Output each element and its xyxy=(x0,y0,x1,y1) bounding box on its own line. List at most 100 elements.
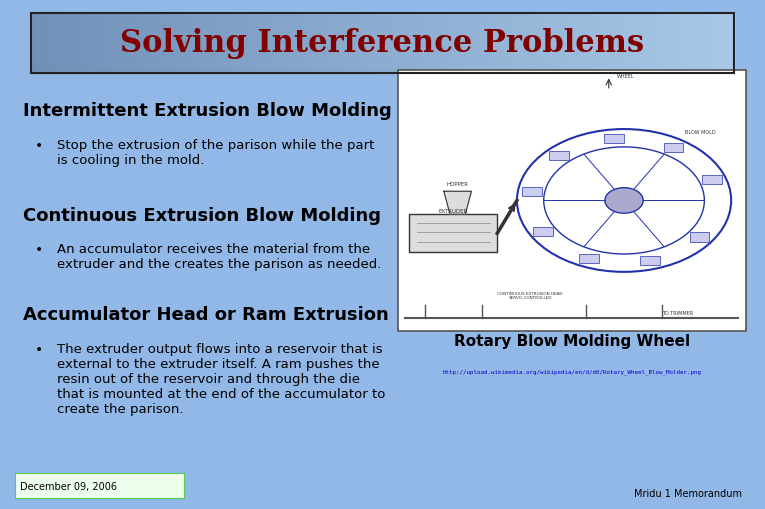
Bar xyxy=(284,14,288,74)
Bar xyxy=(298,14,302,74)
Bar xyxy=(576,14,581,74)
Bar xyxy=(330,14,334,74)
Bar xyxy=(400,14,405,74)
Bar xyxy=(354,14,359,74)
Bar xyxy=(119,14,123,74)
Bar xyxy=(516,14,520,74)
Bar xyxy=(238,14,243,74)
Bar xyxy=(87,14,91,74)
Bar xyxy=(164,14,168,74)
Text: HOPPER: HOPPER xyxy=(447,182,469,187)
Bar xyxy=(372,14,376,74)
Bar xyxy=(562,14,566,74)
Bar xyxy=(653,14,658,74)
Text: An accumulator receives the material from the
extruder and the creates the paris: An accumulator receives the material fro… xyxy=(57,243,382,271)
Bar xyxy=(664,14,669,74)
Bar xyxy=(425,14,429,74)
Bar xyxy=(640,14,643,74)
Bar xyxy=(590,14,594,74)
Bar xyxy=(663,144,683,153)
Bar xyxy=(530,14,535,74)
Bar xyxy=(409,215,497,253)
Bar xyxy=(105,14,109,74)
Bar xyxy=(382,14,387,74)
Bar xyxy=(295,14,299,74)
Bar xyxy=(340,14,344,74)
Text: WHEEL: WHEEL xyxy=(617,74,634,79)
Bar xyxy=(15,473,184,498)
Bar xyxy=(266,14,271,74)
Bar xyxy=(305,14,309,74)
Bar xyxy=(481,14,485,74)
Bar xyxy=(217,14,221,74)
Bar xyxy=(650,14,654,74)
Bar xyxy=(682,14,686,74)
Bar xyxy=(541,14,545,74)
Bar xyxy=(55,14,60,74)
Bar xyxy=(467,14,471,74)
Bar xyxy=(522,188,542,197)
Text: CONTINUOUS EXTRUSION HEAD
SERVO-CONTROLLED: CONTINUOUS EXTRUSION HEAD SERVO-CONTROLL… xyxy=(497,291,563,300)
Bar xyxy=(675,14,679,74)
Bar xyxy=(196,14,200,74)
Bar xyxy=(431,14,436,74)
Bar xyxy=(615,14,619,74)
Bar xyxy=(122,14,126,74)
Bar xyxy=(414,14,418,74)
Bar xyxy=(633,14,636,74)
Bar xyxy=(449,14,454,74)
Bar xyxy=(545,14,549,74)
Bar xyxy=(361,14,366,74)
Bar xyxy=(185,14,190,74)
Bar xyxy=(404,14,408,74)
Bar xyxy=(62,14,67,74)
Bar xyxy=(132,14,137,74)
Bar xyxy=(398,71,746,331)
Text: Mridu 1 Memorandum: Mridu 1 Memorandum xyxy=(634,488,742,498)
Bar xyxy=(97,14,102,74)
Bar xyxy=(604,135,624,144)
Text: Solving Interference Problems: Solving Interference Problems xyxy=(120,29,645,59)
Bar xyxy=(460,14,464,74)
Bar xyxy=(604,14,608,74)
Bar xyxy=(703,14,707,74)
Bar xyxy=(731,14,735,74)
Text: EXTRUDER: EXTRUDER xyxy=(438,208,468,213)
Bar xyxy=(572,14,577,74)
Bar xyxy=(108,14,112,74)
Bar xyxy=(699,14,704,74)
Bar xyxy=(125,14,130,74)
Bar xyxy=(565,14,570,74)
Bar xyxy=(685,14,689,74)
Bar xyxy=(277,14,282,74)
Bar xyxy=(242,14,246,74)
Bar xyxy=(393,14,397,74)
Bar xyxy=(358,14,362,74)
Text: •: • xyxy=(34,342,43,356)
Bar xyxy=(583,14,588,74)
Bar xyxy=(713,14,718,74)
Bar xyxy=(721,14,724,74)
Bar xyxy=(256,14,260,74)
Bar xyxy=(281,14,285,74)
Bar xyxy=(724,14,728,74)
Bar xyxy=(555,14,559,74)
Bar xyxy=(477,14,482,74)
Text: Accumulator Head or Ram Extrusion: Accumulator Head or Ram Extrusion xyxy=(23,305,389,323)
Bar xyxy=(154,14,158,74)
Text: Rotary Blow Molding Wheel: Rotary Blow Molding Wheel xyxy=(454,333,690,348)
Bar xyxy=(249,14,253,74)
Bar xyxy=(136,14,141,74)
Bar xyxy=(396,14,401,74)
Bar xyxy=(343,14,348,74)
Bar xyxy=(534,14,538,74)
Bar xyxy=(263,14,267,74)
Bar xyxy=(597,14,601,74)
Bar xyxy=(439,14,443,74)
Bar xyxy=(220,14,225,74)
Bar xyxy=(178,14,183,74)
Bar xyxy=(636,14,640,74)
Bar xyxy=(533,228,553,237)
Bar xyxy=(657,14,661,74)
Bar xyxy=(70,14,73,74)
